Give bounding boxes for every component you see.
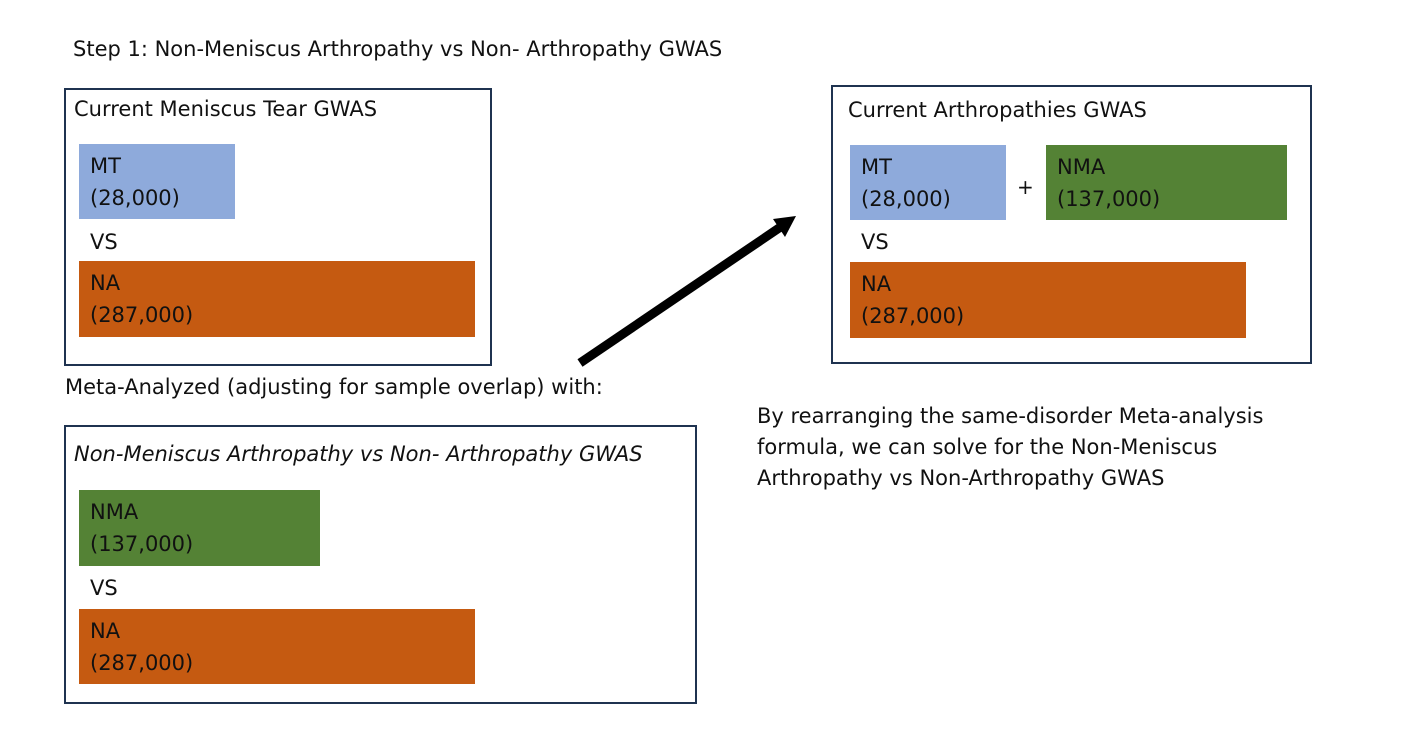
- mt-label: MT: [861, 155, 892, 179]
- na-label: NA: [90, 619, 121, 643]
- explanation-line-2: formula, we can solve for the Non-Menisc…: [757, 435, 1218, 459]
- step-title: Step 1: Non-Meniscus Arthropathy vs Non-…: [73, 37, 723, 61]
- vs-label: VS: [861, 230, 889, 254]
- na-label: NA: [861, 272, 892, 296]
- mt-label: MT: [90, 154, 121, 178]
- nma-block: NMA (137,000): [1046, 145, 1287, 220]
- vs-label: VS: [90, 576, 118, 600]
- meniscus-tear-panel-title: Current Meniscus Tear GWAS: [74, 97, 378, 121]
- nma-label: NMA: [90, 500, 139, 524]
- meniscus-tear-gwas-panel: Current Meniscus Tear GWAS MT (28,000) V…: [64, 88, 492, 366]
- mt-count: (28,000): [861, 187, 951, 211]
- mt-count: (28,000): [90, 186, 180, 210]
- na-block: NA (287,000): [850, 262, 1246, 338]
- na-block: NA (287,000): [79, 609, 475, 684]
- nma-block: NMA (137,000): [79, 490, 320, 566]
- na-count: (287,000): [90, 303, 194, 327]
- na-label: NA: [90, 271, 121, 295]
- nma-count: (137,000): [1057, 187, 1161, 211]
- na-count: (287,000): [90, 651, 194, 675]
- mt-block: MT (28,000): [850, 145, 1006, 220]
- explanation-line-3: Arthropathy vs Non-Arthropathy GWAS: [757, 466, 1165, 490]
- nma-label: NMA: [1057, 155, 1106, 179]
- non-meniscus-gwas-panel: Non-Meniscus Arthropathy vs Non- Arthrop…: [64, 425, 697, 704]
- explanation-line-1: By rearranging the same-disorder Meta-an…: [757, 404, 1264, 428]
- non-meniscus-panel-title: Non-Meniscus Arthropathy vs Non- Arthrop…: [74, 442, 643, 466]
- plus-sign: +: [1017, 175, 1034, 199]
- arthropathies-gwas-panel: Current Arthropathies GWAS MT (28,000) +…: [831, 85, 1312, 364]
- na-count: (287,000): [861, 304, 965, 328]
- mt-block: MT (28,000): [79, 144, 235, 219]
- vs-label: VS: [90, 230, 118, 254]
- meta-analyzed-text: Meta-Analyzed (adjusting for sample over…: [65, 375, 603, 399]
- arthropathies-panel-title: Current Arthropathies GWAS: [848, 98, 1147, 122]
- nma-count: (137,000): [90, 532, 194, 556]
- na-block: NA (287,000): [79, 261, 475, 337]
